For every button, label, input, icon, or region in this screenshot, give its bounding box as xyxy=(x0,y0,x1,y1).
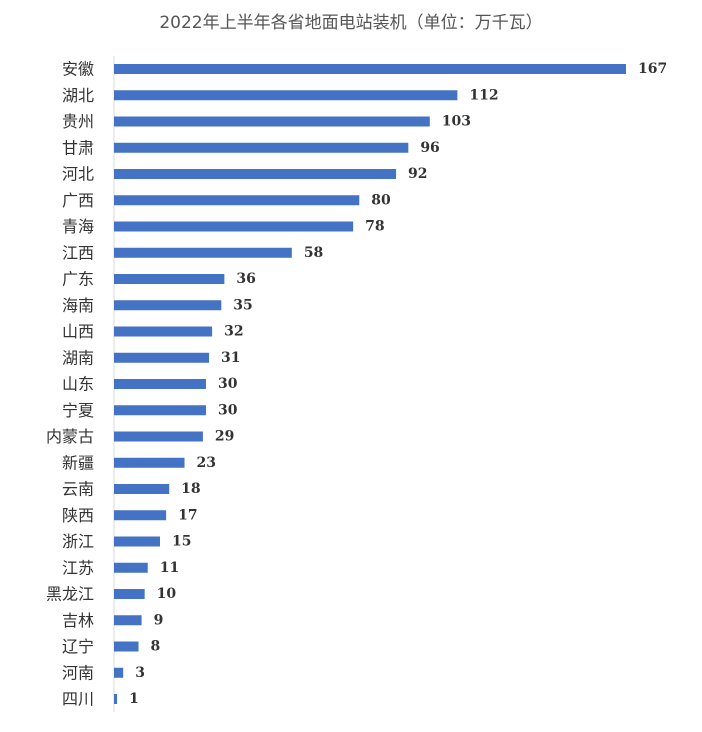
category-label: 内蒙古 xyxy=(46,427,94,446)
category-label: 海南 xyxy=(62,296,94,315)
category-label: 新疆 xyxy=(62,453,94,472)
bar xyxy=(114,405,206,416)
category-label: 广东 xyxy=(62,270,94,289)
category-label: 黑龙江 xyxy=(46,585,94,604)
bar xyxy=(114,667,124,678)
value-label: 78 xyxy=(365,219,384,235)
category-label: 湖南 xyxy=(62,348,94,367)
chart-title: 2022年上半年各省地面电站装机（单位：万千瓦） xyxy=(159,13,543,33)
value-label: 35 xyxy=(233,297,252,313)
category-label: 四川 xyxy=(62,690,94,709)
category-label: 吉林 xyxy=(62,611,94,630)
value-label: 31 xyxy=(221,350,240,366)
bar xyxy=(114,536,160,547)
value-label: 80 xyxy=(371,192,391,208)
bar xyxy=(114,247,292,258)
category-label: 江苏 xyxy=(62,558,94,577)
value-label: 15 xyxy=(172,534,191,550)
bar xyxy=(114,90,458,101)
category-label: 陕西 xyxy=(62,506,94,525)
value-label: 30 xyxy=(218,402,238,418)
bar xyxy=(114,589,145,599)
category-label: 贵州 xyxy=(62,112,94,131)
value-label: 103 xyxy=(442,114,471,130)
category-label: 广西 xyxy=(62,191,94,210)
value-label: 92 xyxy=(408,166,427,182)
category-label: 甘肃 xyxy=(62,138,94,157)
bar xyxy=(114,352,210,363)
category-label: 宁夏 xyxy=(62,401,94,420)
value-label: 8 xyxy=(151,639,161,655)
value-label: 18 xyxy=(181,481,200,497)
bar xyxy=(114,641,139,652)
bar xyxy=(114,457,185,468)
category-label: 云南 xyxy=(62,480,94,499)
category-label: 浙江 xyxy=(62,532,94,551)
value-label: 32 xyxy=(224,324,243,340)
category-label: 青海 xyxy=(62,217,94,236)
category-label: 江西 xyxy=(62,243,94,262)
value-label: 3 xyxy=(135,665,145,681)
value-label: 17 xyxy=(178,507,197,523)
value-label: 1 xyxy=(129,691,139,707)
value-label: 96 xyxy=(420,140,439,156)
category-label: 山西 xyxy=(62,322,94,341)
value-label: 30 xyxy=(218,376,238,392)
bar xyxy=(114,195,360,206)
category-label: 辽宁 xyxy=(62,637,94,656)
bar xyxy=(114,379,206,389)
value-label: 167 xyxy=(638,61,667,77)
bar xyxy=(114,221,354,232)
value-label: 11 xyxy=(160,560,179,576)
category-label: 河南 xyxy=(62,663,94,682)
category-label: 河北 xyxy=(62,165,94,184)
bar xyxy=(114,510,167,521)
bar xyxy=(114,431,203,442)
value-label: 9 xyxy=(154,612,164,628)
value-label: 112 xyxy=(469,87,498,103)
value-label: 29 xyxy=(215,429,234,445)
bar xyxy=(114,64,626,74)
bar xyxy=(114,562,148,573)
category-label: 湖北 xyxy=(62,86,94,105)
value-label: 23 xyxy=(197,455,216,471)
bar xyxy=(114,274,225,284)
bar xyxy=(114,694,118,704)
value-label: 58 xyxy=(304,245,323,261)
category-label: 安徽 xyxy=(62,60,94,79)
bar xyxy=(114,116,430,127)
bar xyxy=(114,326,213,337)
category-label: 山东 xyxy=(62,375,94,394)
bar xyxy=(114,169,397,179)
bar xyxy=(114,142,409,153)
bar xyxy=(114,300,222,311)
value-label: 10 xyxy=(157,586,177,602)
bar xyxy=(114,484,170,494)
bar xyxy=(114,615,142,626)
value-label: 36 xyxy=(236,271,255,287)
